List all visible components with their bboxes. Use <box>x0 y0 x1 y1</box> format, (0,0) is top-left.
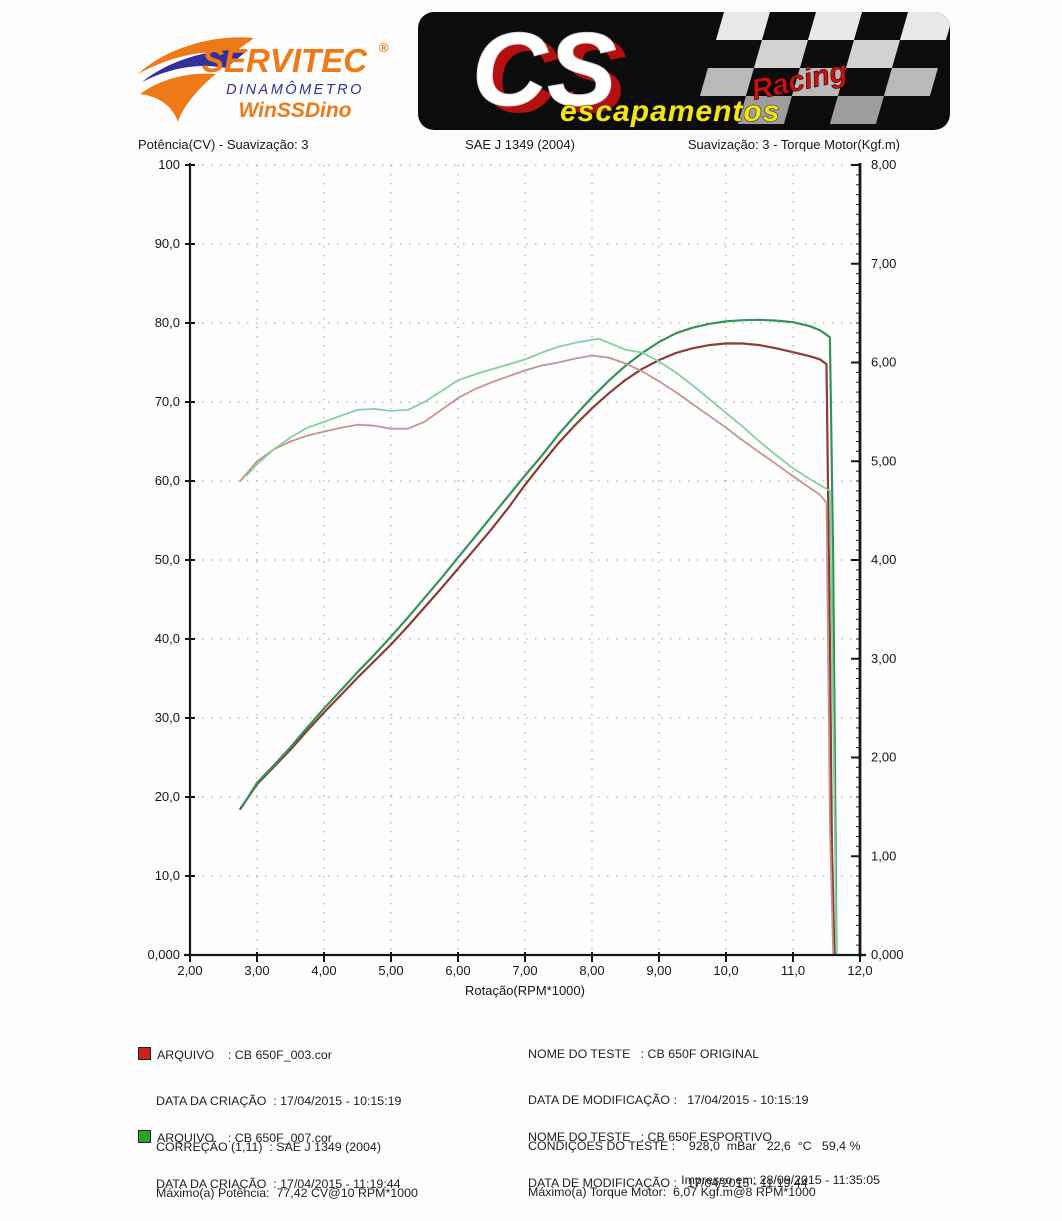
y-right-tick-label: 7,00 <box>871 256 896 271</box>
legend-test-block-esportivo: NOME DO TESTE : CB 650F ESPORTIVO DATA D… <box>528 1099 922 1221</box>
series-power-original <box>239 342 836 957</box>
legend-test-block-original: NOME DO TESTE : CB 650F ORIGINAL DATA DE… <box>528 1016 922 1221</box>
y-left-tick-label: 30,0 <box>155 710 180 725</box>
legend-line: NOME DO TESTE : CB 650F ORIGINAL <box>528 1046 760 1061</box>
green-series-swatch <box>138 1129 151 1143</box>
legend-line: ARQUIVO : CB 650F_003.cor <box>157 1047 332 1062</box>
y-right-tick-label: 6,00 <box>871 355 896 370</box>
cs-letters: CS <box>472 12 616 128</box>
legend-line: NOME DO TESTE : CB 650F ESPORTIVO <box>528 1129 772 1144</box>
x-tick-label: 10,0 <box>713 963 738 978</box>
series-power-esportivo <box>241 318 838 957</box>
axis-ticks <box>185 164 861 962</box>
servitec-swoosh-icon <box>138 37 254 122</box>
legend-line: CONDIÇÕES DO TESTE : 928,0 mBar 22,6 °C … <box>528 1139 861 1154</box>
x-tick-label: 9,00 <box>646 963 671 978</box>
servitec-winssdino-label: WinSSDino <box>239 99 352 122</box>
x-tick-label: 5,00 <box>378 963 403 978</box>
x-tick-label: 4,00 <box>311 963 336 978</box>
y-right-tick-label: 4,00 <box>871 552 896 567</box>
series-torque-original <box>239 354 835 956</box>
red-series-swatch <box>138 1046 151 1060</box>
cs-letters-shadow: CS <box>482 19 626 132</box>
y-left-tick-label: 10,0 <box>155 868 180 883</box>
series-torque-esportivo <box>246 337 838 956</box>
legend-line: DATA DE MODIFICAÇÃO : 17/04/2015 - 11:19… <box>528 1176 808 1191</box>
legend-line: DATA DE MODIFICAÇÃO : 17/04/2015 - 10:15… <box>528 1093 809 1108</box>
cs-checkered-flag-icon <box>699 12 950 124</box>
servitec-logo: SERVITEC ® DINAMÔMETRO WinSSDino <box>132 24 400 126</box>
y-right-tick-label: 5,00 <box>871 453 896 468</box>
dyno-chart: 100 90,0 80,0 70,0 60,0 50,0 40,0 30,0 20,0 10,0 0… <box>147 157 903 998</box>
legend-line: CORREÇÃO (1,11) : SAE J 1349 (2004) <box>156 1140 381 1155</box>
y-right-tick-label: 1,00 <box>871 848 896 863</box>
legend-line: DATA DA CRIAÇÃO : 17/04/2015 - 10:15:19 <box>156 1094 402 1109</box>
legend-file-block-esportivo: ARQUIVO : CB 650F_007.cor DATA DA CRIAÇÃ… <box>138 1099 523 1221</box>
y-right-tick-label: 3,00 <box>871 651 896 666</box>
chart-title-left: Potência(CV) - Suavização: 3 <box>138 137 309 152</box>
y-right-tick-label: 2,00 <box>871 750 896 765</box>
y-right-tick-label: 0,000 <box>871 947 904 962</box>
x-tick-label: 6,00 <box>445 963 470 978</box>
gridlines <box>193 164 858 953</box>
chart-title-center: SAE J 1349 (2004) <box>465 137 575 152</box>
x-tick-label: 12,0 <box>847 963 872 978</box>
servitec-wordmark: SERVITEC <box>202 42 368 79</box>
y-left-tick-label: 90,0 <box>155 236 180 251</box>
legend-line: Máximo(a) Torque Motor: 6,07 Kgf.m@8 RPM… <box>528 1185 816 1200</box>
y-left-tick-label: 40,0 <box>155 631 180 646</box>
legend-file-block-original: ARQUIVO : CB 650F_003.cor DATA DA CRIAÇÃ… <box>138 1016 523 1221</box>
y-left-tick-label: 60,0 <box>155 473 180 488</box>
legend-line: ARQUIVO : CB 650F_007.cor <box>157 1130 332 1145</box>
x-tick-label: 7,00 <box>512 963 537 978</box>
x-tick-label: 11,0 <box>781 963 805 978</box>
chart-title-right: Suavização: 3 - Torque Motor(Kgf.m) <box>687 137 900 152</box>
legend-line: DATA DA CRIAÇÃO : 17/04/2015 - 11:19:44 <box>156 1177 401 1192</box>
printed-at-label: Impresso em: 28/09/2015 - 11:35:05 <box>681 1173 880 1187</box>
legend-line: Máximo(a) Potência: 77,42 CV@10 RPM*1000 <box>156 1186 418 1201</box>
cs-logo-background <box>418 12 950 130</box>
y-right-tick-label: 8,00 <box>871 157 896 172</box>
x-tick-label: 8,00 <box>579 963 604 978</box>
axis-tick-labels: 100 90,0 80,0 70,0 60,0 50,0 40,0 30,0 20,0 10,0 0… <box>147 157 903 998</box>
servitec-dinamometro-label: DINAMÔMETRO <box>226 81 364 98</box>
cs-racing-logo: CS CS Racing escapamentos <box>418 12 950 132</box>
y-left-tick-label: 20,0 <box>155 789 180 804</box>
y-left-tick-label: 50,0 <box>155 552 180 567</box>
servitec-registered-mark: ® <box>379 40 389 55</box>
y-left-tick-label: 0,000 <box>147 947 180 962</box>
x-tick-label: 2,00 <box>177 963 202 978</box>
cs-escapamentos-label: escapamentos <box>560 95 780 128</box>
y-left-tick-label: 70,0 <box>155 394 180 409</box>
x-axis-title: Rotação(RPM*1000) <box>465 983 585 998</box>
y-left-tick-label: 80,0 <box>155 315 180 330</box>
x-tick-label: 3,00 <box>244 963 269 978</box>
y-left-tick-label: 100 <box>158 157 180 172</box>
